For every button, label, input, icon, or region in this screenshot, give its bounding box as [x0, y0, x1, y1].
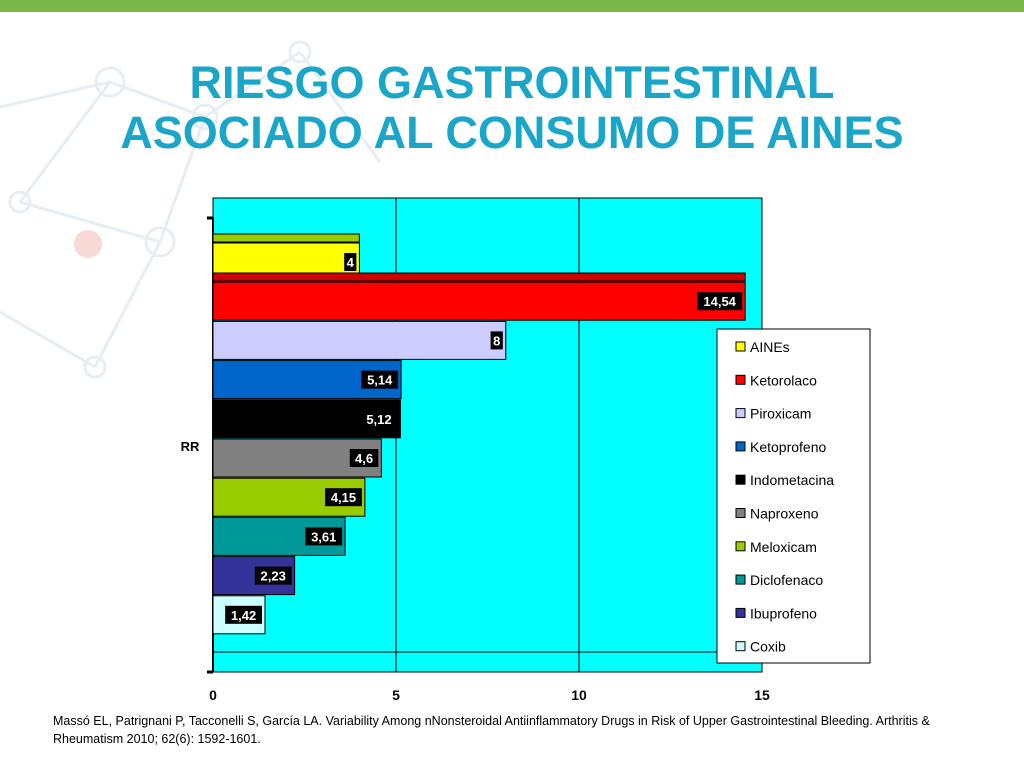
legend-label: AINEs [750, 339, 790, 355]
data-label-background [225, 605, 262, 624]
data-label: 14,54 [703, 294, 736, 309]
citation: Massó EL, Patrignani P, Tacconelli S, Ga… [53, 714, 930, 746]
data-label-background [254, 566, 292, 585]
legend-swatch [735, 474, 746, 485]
data-label-background [344, 253, 357, 271]
legend-label: Naproxeno [750, 506, 819, 522]
bar-piroxicam [212, 320, 507, 360]
legend-label: Meloxicam [750, 539, 817, 555]
legend-label: Indometacina [750, 472, 834, 488]
legend-label: Diclofenaco [750, 572, 823, 588]
data-label-background [360, 409, 398, 428]
legend-label: Coxib [750, 639, 786, 655]
legend-swatch [735, 508, 746, 518]
data-label: 4 [347, 255, 355, 270]
bar-cap-ketorolaco [212, 272, 746, 282]
data-label: 4,15 [331, 490, 356, 505]
legend-swatch [735, 641, 746, 652]
legend-label: Piroxicam [750, 406, 811, 422]
legend-swatch [735, 408, 746, 419]
data-label-background [490, 331, 503, 350]
data-label: 2,23 [261, 569, 286, 584]
accent-bar [0, 0, 1024, 12]
slide-title: RIESGO GASTROINTESTINAL ASOCIADO AL CONS… [0, 58, 1024, 158]
background-molecule-decoration [0, 40, 382, 379]
legend-swatch [735, 341, 746, 352]
data-label-background [697, 292, 743, 311]
data-label: 4,6 [355, 451, 373, 466]
slide-title-line-2: ASOCIADO AL CONSUMO DE AINES [120, 107, 904, 158]
legend-swatch [735, 374, 746, 385]
slide-title-line-1: RIESGO GASTROINTESTINAL [189, 57, 835, 108]
x-tick-label: 15 [754, 687, 770, 703]
legend-swatch [735, 441, 746, 452]
legend-label: Ketorolaco [750, 372, 817, 388]
data-label-background [305, 527, 343, 546]
x-tick-label: 5 [392, 687, 400, 703]
data-label-background [325, 488, 362, 507]
data-label: 5,12 [366, 412, 391, 427]
legend-swatch [735, 607, 746, 618]
data-label-background [361, 370, 399, 389]
y-category-label: RR [181, 439, 200, 454]
data-label: 3,61 [311, 529, 336, 544]
legend-label: Ketoprofeno [750, 439, 826, 455]
x-tick-label: 10 [571, 687, 587, 703]
data-label-background [349, 449, 379, 467]
bar-cap-aines [212, 233, 360, 243]
legend-swatch [735, 541, 746, 552]
data-label: 5,14 [367, 373, 393, 388]
legend-label: Ibuprofeno [750, 605, 817, 621]
data-label: 1,42 [231, 608, 256, 623]
bar-ketorolaco [212, 281, 746, 321]
x-tick-label: 0 [209, 687, 217, 703]
legend-swatch [735, 574, 746, 585]
data-label: 8 [493, 333, 500, 348]
